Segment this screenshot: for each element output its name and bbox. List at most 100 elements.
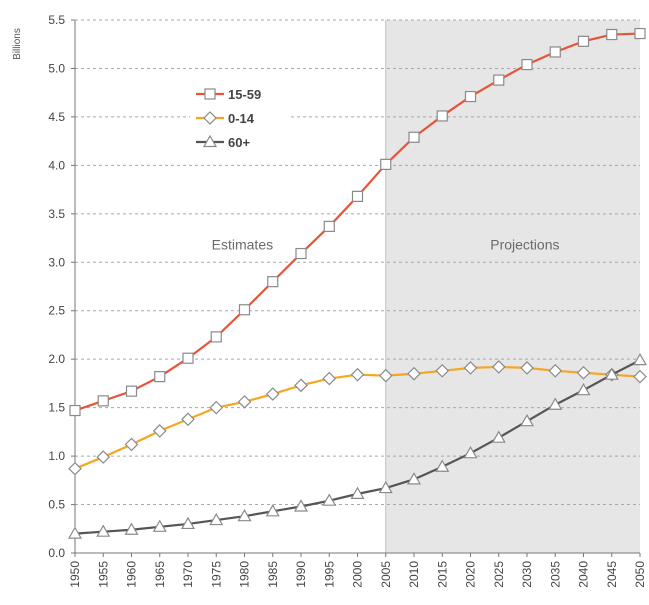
data-point-15-59-1965 (154, 371, 166, 383)
x-tick-labels: 1950 1955 1960 1965 1970 1975 1980 1985 1990 1995… (68, 553, 647, 588)
data-point-60+-2035 (548, 397, 563, 410)
data-point-60+-2025 (491, 430, 506, 443)
data-point-15-59-2005 (380, 158, 392, 170)
y-tick-label: 3.5 (48, 207, 65, 221)
data-point-60+-2040 (576, 382, 591, 396)
data-point-0-14-2015 (435, 363, 450, 378)
data-point-0-14-2050 (633, 369, 647, 384)
y-tick-label: 3.0 (48, 255, 65, 269)
data-point-60+-2010 (406, 472, 422, 485)
data-point-15-59-1975 (210, 331, 222, 343)
data-point-0-14-1980 (237, 394, 252, 409)
projections-label: Projections (490, 237, 559, 253)
gridlines (75, 19, 640, 553)
data-point-15-59-1970 (182, 352, 194, 364)
data-point-15-59-2025 (493, 74, 505, 86)
x-tick-label: 1965 (153, 561, 167, 588)
series-15-59 (69, 27, 646, 417)
projections-shaded-region (385, 20, 640, 553)
y-tick-label: 2.0 (48, 352, 65, 366)
data-point-15-59-2040 (577, 35, 590, 47)
data-point-60+-1950 (67, 526, 83, 539)
data-point-0-14-1955 (96, 450, 111, 464)
y-tick-label: 0.5 (48, 498, 65, 512)
data-point-60+-1990 (293, 499, 309, 512)
data-point-0-14-2000 (350, 367, 365, 382)
x-tick-label: 2035 (548, 561, 562, 588)
x-tick-label: 1955 (96, 561, 110, 588)
y-tick-label: 0.0 (48, 546, 65, 560)
x-tick-label: 1995 (322, 561, 336, 588)
y-axis-title: Billions (12, 28, 23, 60)
data-point-60+-2020 (463, 445, 478, 459)
data-point-60+-1970 (180, 516, 196, 530)
data-point-60+-2000 (350, 486, 365, 499)
x-tick-label: 1950 (68, 561, 82, 588)
x-tick-label: 1970 (181, 561, 195, 588)
data-point-0-14-1985 (265, 387, 280, 401)
x-tick-label: 2020 (464, 561, 478, 588)
x-tick-label: 1960 (125, 561, 139, 588)
y-tick-label: 4.0 (48, 158, 65, 172)
data-point-60+-2030 (519, 413, 535, 427)
x-tick-label: 2005 (379, 561, 393, 588)
data-point-15-59-1985 (267, 276, 279, 288)
data-point-15-59-1990 (295, 247, 307, 260)
data-point-0-14-1970 (181, 412, 195, 427)
data-point-60+-1960 (124, 522, 139, 535)
data-point-0-14-1975 (209, 400, 224, 415)
legend-items (196, 88, 224, 148)
data-point-15-59-2010 (408, 131, 420, 143)
data-point-60+-2045 (604, 367, 619, 380)
data-point-0-14-2025 (491, 360, 506, 374)
x-tick-label: 2010 (407, 561, 421, 588)
data-point-15-59-1995 (323, 220, 335, 233)
data-point-0-14-2035 (548, 363, 563, 378)
data-point-60+-2005 (378, 480, 393, 494)
x-tick-label: 2050 (633, 561, 647, 588)
data-point-60+-1995 (322, 493, 337, 506)
data-point-60+-2050 (632, 352, 648, 366)
data-point-0-14-2040 (576, 365, 591, 380)
x-tick-label: 1985 (266, 561, 280, 588)
data-point-60+-1955 (96, 524, 111, 537)
data-point-15-59-2020 (464, 90, 477, 103)
legend-label-15-59: 15-59 (228, 87, 261, 102)
y-tick-label: 1.5 (48, 401, 65, 415)
x-tick-label: 2000 (351, 561, 365, 588)
y-tick-label: 2.5 (48, 304, 65, 318)
legend-marker-15-59 (204, 88, 216, 100)
legend-marker-60+ (202, 134, 218, 148)
data-point-15-59-1950 (69, 404, 81, 417)
x-tick-label: 1980 (238, 561, 252, 588)
data-point-60+-1985 (265, 504, 280, 517)
data-point-0-14-2010 (407, 366, 421, 381)
data-point-15-59-2000 (351, 190, 364, 202)
legend: 15-59 0-14 60+ (190, 78, 290, 160)
x-tick-label: 1975 (209, 561, 223, 588)
legend-marker-0-14 (203, 111, 217, 125)
x-tick-label: 2025 (492, 561, 506, 588)
data-point-15-59-1955 (97, 395, 109, 407)
y-tick-label: 4.5 (48, 110, 65, 124)
data-point-60+-2015 (435, 459, 450, 472)
data-point-15-59-2035 (549, 46, 561, 58)
legend-label-60-plus: 60+ (228, 135, 250, 150)
y-tick-label: 5.5 (48, 13, 65, 27)
data-point-15-59-2050 (634, 27, 646, 40)
y-tick-labels: 0.0 0.5 1.0 1.5 2.0 2.5 3.0 3.5 4.0 4.5 5.0 5.5 (48, 13, 75, 560)
legend-label-0-14: 0-14 (228, 111, 255, 126)
data-point-0-14-1960 (124, 437, 139, 452)
data-point-0-14-1965 (152, 424, 167, 438)
y-tick-label: 1.0 (48, 449, 65, 463)
x-tick-label: 1990 (294, 561, 308, 588)
data-point-15-59-2045 (606, 28, 618, 41)
y-tick-label: 5.0 (48, 61, 65, 75)
estimates-label: Estimates (212, 237, 273, 253)
data-point-60+-1975 (209, 512, 224, 526)
data-point-15-59-2030 (521, 58, 533, 71)
data-point-0-14-2030 (520, 361, 534, 375)
x-tick-label: 2030 (520, 561, 534, 588)
